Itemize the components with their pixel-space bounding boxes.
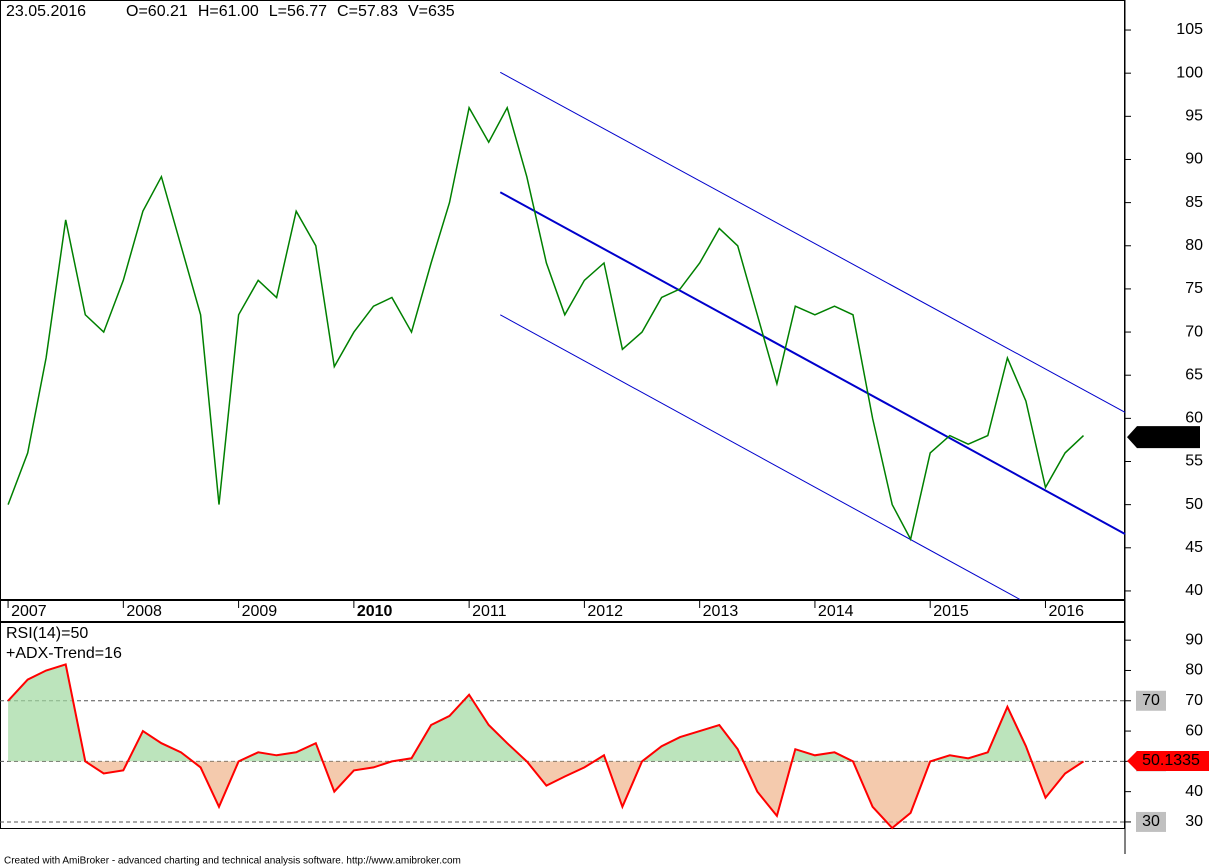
- header-text: V=635: [408, 3, 455, 20]
- y-tick-label: 105: [1176, 21, 1203, 38]
- trend-line: [500, 71, 1126, 413]
- y-tick-label: 45: [1185, 539, 1203, 556]
- header-text: H=61.00: [198, 3, 259, 20]
- footer-bg: [0, 854, 1209, 868]
- level-box: [1136, 811, 1166, 832]
- y-tick-label: 30: [1185, 813, 1203, 830]
- footer: Created with AmiBroker - advanced charti…: [4, 856, 461, 867]
- y-tick-label: 60: [1185, 410, 1203, 427]
- y-tick-label: 95: [1185, 108, 1203, 125]
- y-tick-label: 70: [1185, 323, 1203, 340]
- header-text: RSI(14)=50: [6, 625, 88, 642]
- x-tick-label: 2011: [472, 603, 507, 620]
- last-value-label: 57.83: [1148, 428, 1188, 445]
- rsi-panel: [0, 622, 1125, 829]
- header-text: 23.05.2016: [6, 3, 86, 20]
- x-tick-label: 2014: [818, 603, 854, 620]
- y-tick-label: 80: [1185, 237, 1203, 254]
- last-value-label: 50.1335: [1142, 752, 1200, 769]
- y-tick-label: 65: [1185, 366, 1203, 383]
- y-tick-label: 70: [1185, 692, 1203, 709]
- y-tick-label: 90: [1185, 151, 1203, 168]
- level-label: 70: [1142, 692, 1160, 709]
- y-tick-label: 100: [1176, 64, 1203, 81]
- x-tick-label: 2013: [703, 603, 739, 620]
- y-tick-label: 60: [1185, 722, 1203, 739]
- header-text: O=60.21: [126, 3, 188, 20]
- y-tick-label: 55: [1185, 453, 1203, 470]
- x-tick-label: 2012: [587, 603, 623, 620]
- x-tick-label: 2016: [1048, 603, 1084, 620]
- y-tick-label: 40: [1185, 582, 1203, 599]
- y-tick-label: 50: [1185, 496, 1203, 513]
- y-tick-label: 85: [1185, 194, 1203, 211]
- header-text: C=57.83: [337, 3, 398, 20]
- y-tick-label: 90: [1185, 631, 1203, 648]
- level-label: 30: [1142, 813, 1160, 830]
- x-tick-label: 2008: [126, 603, 162, 620]
- x-tick-label: 2007: [11, 603, 47, 620]
- series-line: [7, 105, 1085, 542]
- trend-line: [499, 191, 1126, 535]
- trend-line: [500, 314, 1021, 601]
- y-tick-label: 40: [1185, 783, 1203, 800]
- x-tick-label: 2009: [242, 603, 278, 620]
- y-tick-label: 80: [1185, 662, 1203, 679]
- y-tick-label: 75: [1185, 280, 1203, 297]
- last-value-box: [1127, 750, 1209, 771]
- price-panel: [0, 0, 1125, 600]
- header-text: +ADX-Trend=16: [6, 645, 122, 662]
- last-value-box: [1127, 426, 1200, 449]
- header-text: L=56.77: [269, 3, 327, 20]
- series-line: [7, 663, 1085, 830]
- x-tick-label: 2015: [933, 603, 969, 620]
- x-tick-label: 2010: [357, 603, 393, 620]
- level-box: [1136, 690, 1166, 711]
